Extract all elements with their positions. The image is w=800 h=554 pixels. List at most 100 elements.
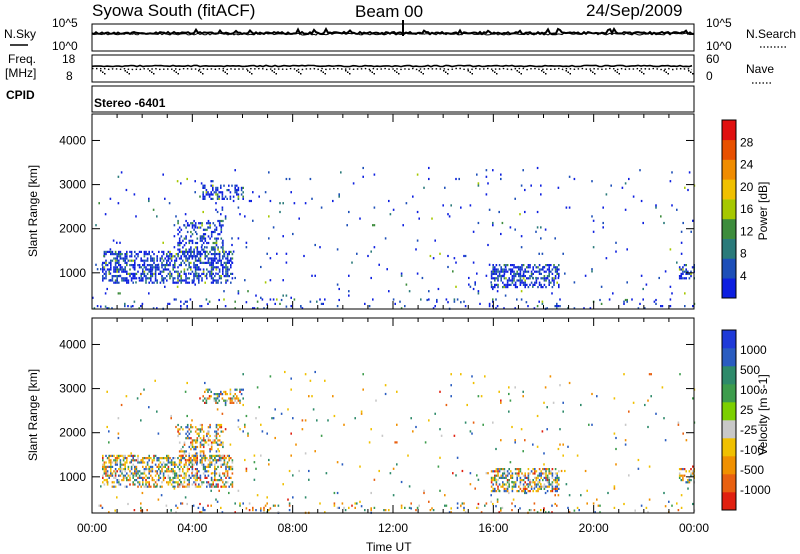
data-cell xyxy=(143,485,146,488)
data-cell xyxy=(359,217,361,220)
data-cell xyxy=(156,470,158,473)
data-cell xyxy=(183,250,186,253)
data-cell xyxy=(222,264,224,267)
data-cell xyxy=(508,279,510,282)
data-cell xyxy=(173,246,176,249)
data-cell xyxy=(143,272,146,275)
data-cell xyxy=(145,481,147,484)
data-cell xyxy=(214,470,216,473)
data-cell xyxy=(186,485,189,488)
data-cell xyxy=(158,459,160,462)
data-cell xyxy=(687,481,689,484)
data-cell xyxy=(288,502,291,505)
data-cell xyxy=(204,195,206,198)
data-cell xyxy=(198,434,200,438)
data-cell xyxy=(153,281,155,284)
data-cell xyxy=(145,281,147,284)
data-cell xyxy=(529,283,531,286)
nave-dip-mark xyxy=(373,73,375,75)
data-cell xyxy=(514,307,516,310)
data-cell xyxy=(218,479,221,482)
data-cell xyxy=(244,423,246,426)
data-cell xyxy=(208,388,211,391)
data-cell xyxy=(256,300,259,303)
freq-tick-bottom: 8 xyxy=(66,69,73,83)
data-cell xyxy=(190,423,192,427)
data-cell xyxy=(543,468,546,471)
data-cell xyxy=(516,279,518,282)
data-cell xyxy=(442,204,444,207)
data-cell xyxy=(288,177,291,181)
data-cell xyxy=(232,250,235,253)
data-cell xyxy=(519,476,522,479)
data-cell xyxy=(223,399,225,402)
data-cell xyxy=(127,479,130,482)
data-cell xyxy=(445,298,448,301)
data-cell xyxy=(207,443,210,446)
data-cell xyxy=(558,286,560,289)
data-cell xyxy=(503,307,505,310)
data-cell xyxy=(535,230,537,233)
data-cell xyxy=(210,472,213,475)
data-cell xyxy=(127,502,129,506)
data-cell xyxy=(135,479,138,482)
data-cell xyxy=(167,483,170,486)
data-cell xyxy=(161,266,163,269)
data-cell xyxy=(173,235,176,238)
data-cell xyxy=(146,259,149,262)
data-cell xyxy=(196,452,198,455)
data-cell xyxy=(685,268,687,271)
data-cell xyxy=(548,479,550,482)
data-cell xyxy=(474,487,476,490)
data-cell xyxy=(445,504,448,507)
data-cell xyxy=(142,264,144,267)
data-cell xyxy=(148,277,150,280)
data-cell xyxy=(190,430,192,433)
data-cell xyxy=(230,468,232,471)
data-cell xyxy=(127,465,130,468)
data-cell xyxy=(196,428,199,431)
data-cell xyxy=(647,399,649,402)
data-cell xyxy=(183,463,186,466)
freq-label: Freq. xyxy=(8,52,36,66)
data-cell xyxy=(132,463,134,466)
data-cell xyxy=(198,252,200,256)
data-cell xyxy=(108,511,110,514)
data-cell xyxy=(196,474,198,477)
data-cell xyxy=(680,468,683,471)
data-cell xyxy=(198,222,200,225)
data-cell xyxy=(490,476,493,479)
data-cell xyxy=(202,268,205,271)
data-cell xyxy=(102,268,104,271)
data-cell xyxy=(118,275,120,278)
data-cell xyxy=(167,250,170,253)
data-cell xyxy=(351,261,353,264)
data-cell xyxy=(367,254,369,258)
data-cell xyxy=(648,373,651,376)
data-cell xyxy=(428,166,430,170)
data-cell xyxy=(151,476,154,479)
data-cell xyxy=(553,281,555,284)
data-cell xyxy=(480,511,483,514)
data-cell xyxy=(596,498,598,501)
data-cell xyxy=(210,253,213,256)
freq-tick-top: 18 xyxy=(62,52,76,66)
data-cell xyxy=(182,246,184,249)
data-cell xyxy=(428,290,430,293)
data-cell xyxy=(198,272,200,275)
data-cell xyxy=(245,507,248,510)
nave-dip-mark xyxy=(128,73,130,75)
data-cell xyxy=(198,275,200,278)
data-cell xyxy=(222,266,224,269)
data-cell xyxy=(237,206,240,209)
data-cell xyxy=(516,490,518,493)
data-cell xyxy=(174,261,176,264)
data-cell xyxy=(142,270,144,273)
data-cell xyxy=(113,485,115,488)
data-cell xyxy=(159,470,162,473)
data-cell xyxy=(188,264,190,267)
data-cell xyxy=(121,266,123,269)
data-cell xyxy=(220,184,222,187)
data-cell xyxy=(124,470,126,473)
data-cell xyxy=(177,277,179,280)
